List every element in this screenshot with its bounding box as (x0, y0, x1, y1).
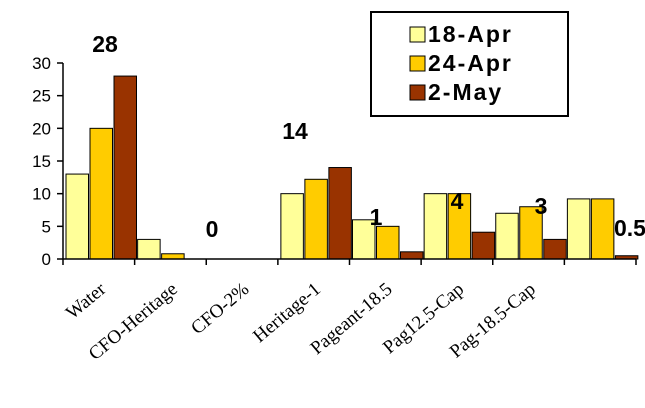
data-annotation: 0 (206, 216, 219, 242)
y-axis-ticks (57, 62, 637, 265)
legend-box (370, 11, 569, 117)
bars (65, 75, 639, 260)
bar (423, 193, 448, 260)
legend-swatch (409, 84, 426, 101)
data-annotation: 0.5 (614, 215, 645, 241)
bar (280, 193, 304, 260)
legend-label: 18-Apr (428, 21, 513, 47)
bar (65, 173, 89, 260)
bar (495, 212, 519, 260)
legend-swatch (409, 55, 426, 72)
data-annotation: 4 (451, 188, 464, 214)
x-tick-label: Water (62, 278, 110, 323)
bar (566, 198, 591, 260)
y-tick-label: 30 (32, 54, 51, 73)
bar (543, 238, 567, 260)
data-annotation: 1 (370, 204, 383, 230)
bar (471, 231, 496, 260)
y-tick-label: 15 (32, 152, 51, 171)
bar (590, 198, 615, 260)
legend-label: 24-Apr (428, 50, 513, 76)
bar (400, 251, 424, 260)
y-tick-label: 0 (42, 250, 51, 269)
legend-swatch (409, 26, 426, 43)
y-tick-label: 20 (32, 119, 51, 138)
bar (137, 238, 161, 260)
y-tick-label: 10 (32, 185, 51, 204)
legend: 18-Apr 24-Apr 2-May (370, 11, 569, 117)
bar (89, 127, 113, 260)
bar (328, 167, 352, 260)
bar (376, 225, 400, 260)
bar (113, 75, 137, 260)
data-annotation: 14 (282, 118, 308, 144)
y-tick-label: 25 (32, 87, 51, 106)
x-tick-label: CFO-2% (187, 279, 253, 339)
y-tick-labels: 0 5 10 15 20 25 30 (32, 54, 51, 269)
legend-label: 2-May (428, 79, 503, 105)
y-tick-label: 5 (42, 217, 51, 236)
data-annotation: 28 (92, 31, 118, 57)
bar (304, 178, 328, 260)
bar (161, 253, 185, 260)
data-annotation: 3 (535, 193, 548, 219)
